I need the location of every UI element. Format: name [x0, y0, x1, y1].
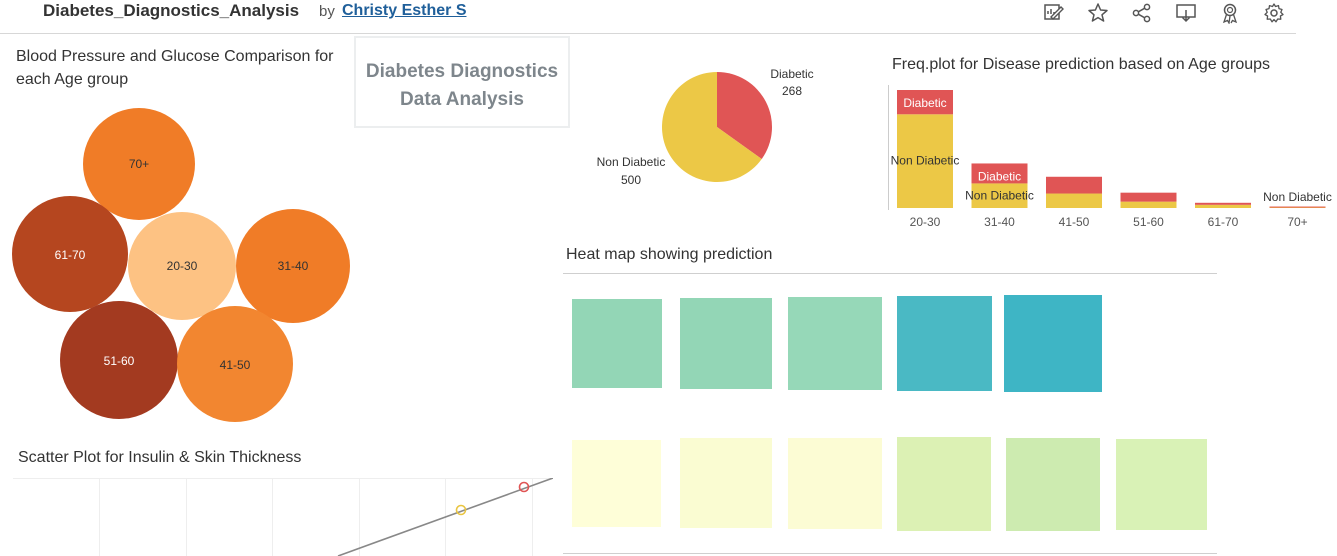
- download-icon[interactable]: [1175, 2, 1197, 24]
- bubble-20-30-circle[interactable]: [128, 212, 236, 320]
- segment-label: Diabetic: [978, 169, 1021, 183]
- bubble-51-60-circle[interactable]: [60, 301, 178, 419]
- bar-61-70-diabetic[interactable]: [1195, 202, 1251, 205]
- bubble-31-40-circle[interactable]: [236, 209, 350, 323]
- freq-bar-chart: 20-30 31-40 41-50 51-60 61-70 70+ Diabet…: [888, 85, 1332, 229]
- bubble-chart-title: Blood Pressure and Glucose Comparison fo…: [16, 45, 334, 91]
- bar-31-40-diabetic[interactable]: [971, 163, 1028, 184]
- pie-value-non-diabetic: 500: [621, 173, 641, 187]
- tick-label: 20-30: [910, 215, 941, 229]
- heatmap-cell[interactable]: [897, 437, 991, 531]
- viz-title: Diabetes_Diagnostics_Analysis: [43, 1, 300, 20]
- scatter-point[interactable]: [518, 481, 530, 493]
- tick-label: 31-40: [984, 215, 1015, 229]
- edit-icon[interactable]: [1043, 2, 1065, 24]
- scatter-title: Scatter Plot for Insulin & Skin Thicknes…: [18, 449, 302, 466]
- bubble-70plus-label: 70+: [129, 157, 149, 171]
- bubble-chart-title-line2: each Age group: [16, 71, 129, 88]
- tick-label: 61-70: [1208, 215, 1239, 229]
- settings-icon[interactable]: [1263, 2, 1285, 24]
- bar-chart-tick-labels: 20-30 31-40 41-50 51-60 61-70 70+: [910, 215, 1308, 229]
- heatmap-cell[interactable]: [680, 438, 772, 528]
- bar-segment-labels: Diabetic Non Diabetic Diabetic Non Diabe…: [891, 96, 1332, 204]
- toolbar-divider: [0, 33, 1296, 34]
- heatmap-cell[interactable]: [1004, 295, 1102, 392]
- bubble-31-40-label: 31-40: [278, 259, 309, 273]
- segment-label: Non Diabetic: [1263, 190, 1332, 204]
- tick-label: 70+: [1287, 215, 1307, 229]
- bubble-61-70-label: 61-70: [55, 248, 86, 262]
- bubble-chart-title-line1: Blood Pressure and Glucose Comparison fo…: [16, 48, 334, 65]
- tick-label: 51-60: [1133, 215, 1164, 229]
- bubble-70plus[interactable]: 70+: [83, 108, 195, 220]
- scatter-point[interactable]: [455, 504, 467, 516]
- dashboard-title-box: Diabetes Diagnostics Data Analysis: [354, 36, 570, 128]
- bubble-31-40[interactable]: 31-40: [236, 209, 350, 323]
- heatmap-cell[interactable]: [897, 296, 992, 391]
- bar-31-40-non-diabetic[interactable]: [971, 183, 1028, 208]
- bar-41-50-diabetic[interactable]: [1046, 176, 1102, 194]
- bubble-51-60[interactable]: 51-60: [60, 301, 178, 419]
- bubble-70plus-circle[interactable]: [83, 108, 195, 220]
- scatter-plot: [13, 478, 553, 556]
- top-toolbar: [0, 0, 1337, 34]
- scatter-trend-line: [337, 478, 553, 556]
- heatmap-cell[interactable]: [1116, 439, 1207, 530]
- bar-chart-title: Freq.plot for Disease prediction based o…: [892, 56, 1271, 73]
- heatmap-cell[interactable]: [788, 297, 882, 390]
- bubble-41-50-label: 41-50: [220, 358, 251, 372]
- bubble-61-70[interactable]: 61-70: [12, 196, 128, 312]
- pie-slices[interactable]: [662, 72, 772, 182]
- bar-20-30-diabetic[interactable]: [897, 90, 953, 115]
- bar-61-70-non-diabetic[interactable]: [1195, 204, 1251, 208]
- bubble-41-50[interactable]: 41-50: [177, 306, 293, 422]
- share-icon[interactable]: [1131, 2, 1153, 24]
- segment-label: Non Diabetic: [891, 153, 960, 167]
- heatmap-cell[interactable]: [572, 440, 661, 527]
- heatmap-cell[interactable]: [788, 438, 882, 529]
- heatmap-cell[interactable]: [680, 298, 772, 389]
- heatmap-title: Heat map showing prediction: [566, 246, 773, 263]
- author-link[interactable]: Christy Esther S: [342, 2, 467, 19]
- bar-70+-diabetic[interactable]: [1269, 206, 1326, 208]
- by-label: by: [319, 3, 335, 20]
- bubble-20-30[interactable]: 20-30: [128, 212, 236, 320]
- dashboard-title-line2: Data Analysis: [400, 89, 524, 110]
- bar-chart-bars: [897, 90, 1326, 208]
- heatmap-top-divider: [563, 273, 1217, 274]
- segment-label: Non Diabetic: [965, 189, 1034, 203]
- scatter-gridlines: [13, 478, 553, 556]
- pie-label-diabetic: Diabetic: [770, 67, 813, 81]
- tick-label: 41-50: [1059, 215, 1090, 229]
- bar-41-50-non-diabetic[interactable]: [1046, 193, 1102, 208]
- star-icon[interactable]: [1087, 2, 1109, 24]
- award-icon[interactable]: [1219, 2, 1241, 25]
- heatmap-cell[interactable]: [572, 299, 662, 388]
- pie-slice-non-diabetic[interactable]: [662, 72, 762, 182]
- bubble-chart: 70+ 61-70 20-30 31-40 51-60 41-50: [12, 108, 350, 422]
- pie-value-diabetic: 268: [782, 84, 802, 98]
- bubble-41-50-circle[interactable]: [177, 306, 293, 422]
- pie-slice-diabetic[interactable]: [717, 72, 772, 160]
- pie-label-non-diabetic: Non Diabetic: [597, 155, 666, 169]
- segment-label: Diabetic: [903, 96, 946, 110]
- bubble-51-60-label: 51-60: [104, 354, 135, 368]
- heatmap-bottom-divider: [563, 553, 1217, 554]
- bar-51-60-diabetic[interactable]: [1120, 192, 1177, 202]
- bar-51-60-non-diabetic[interactable]: [1120, 201, 1177, 208]
- bar-20-30-non-diabetic[interactable]: [897, 114, 953, 208]
- heatmap-cell[interactable]: [1006, 438, 1100, 531]
- bubble-61-70-circle[interactable]: [12, 196, 128, 312]
- bubble-20-30-label: 20-30: [167, 259, 198, 273]
- dashboard-title-line1: Diabetes Diagnostics: [365, 61, 559, 82]
- pie-chart: Diabetic 268 Non Diabetic 500: [597, 67, 814, 187]
